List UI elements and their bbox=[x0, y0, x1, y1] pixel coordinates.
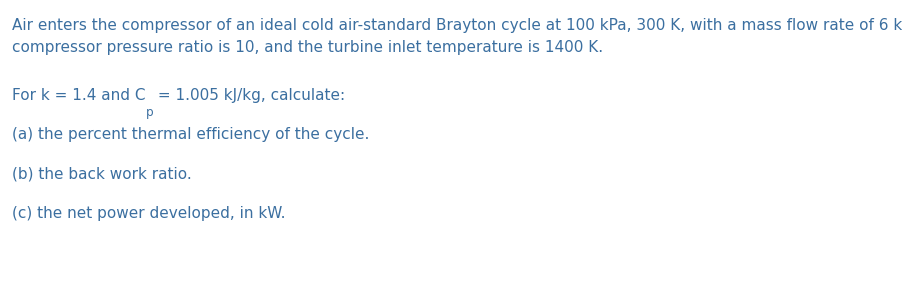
Text: (a) the percent thermal efficiency of the cycle.: (a) the percent thermal efficiency of th… bbox=[12, 127, 369, 142]
Text: compressor pressure ratio is 10, and the turbine inlet temperature is 1400 K.: compressor pressure ratio is 10, and the… bbox=[12, 40, 603, 56]
Text: = 1.005 kJ/kg, calculate:: = 1.005 kJ/kg, calculate: bbox=[153, 88, 345, 103]
Text: p: p bbox=[145, 106, 153, 119]
Text: Air enters the compressor of an ideal cold air-standard Brayton cycle at 100 kPa: Air enters the compressor of an ideal co… bbox=[12, 18, 902, 33]
Text: For k = 1.4 and C: For k = 1.4 and C bbox=[12, 88, 145, 103]
Text: (b) the back work ratio.: (b) the back work ratio. bbox=[12, 167, 191, 182]
Text: (c) the net power developed, in kW.: (c) the net power developed, in kW. bbox=[12, 206, 285, 221]
